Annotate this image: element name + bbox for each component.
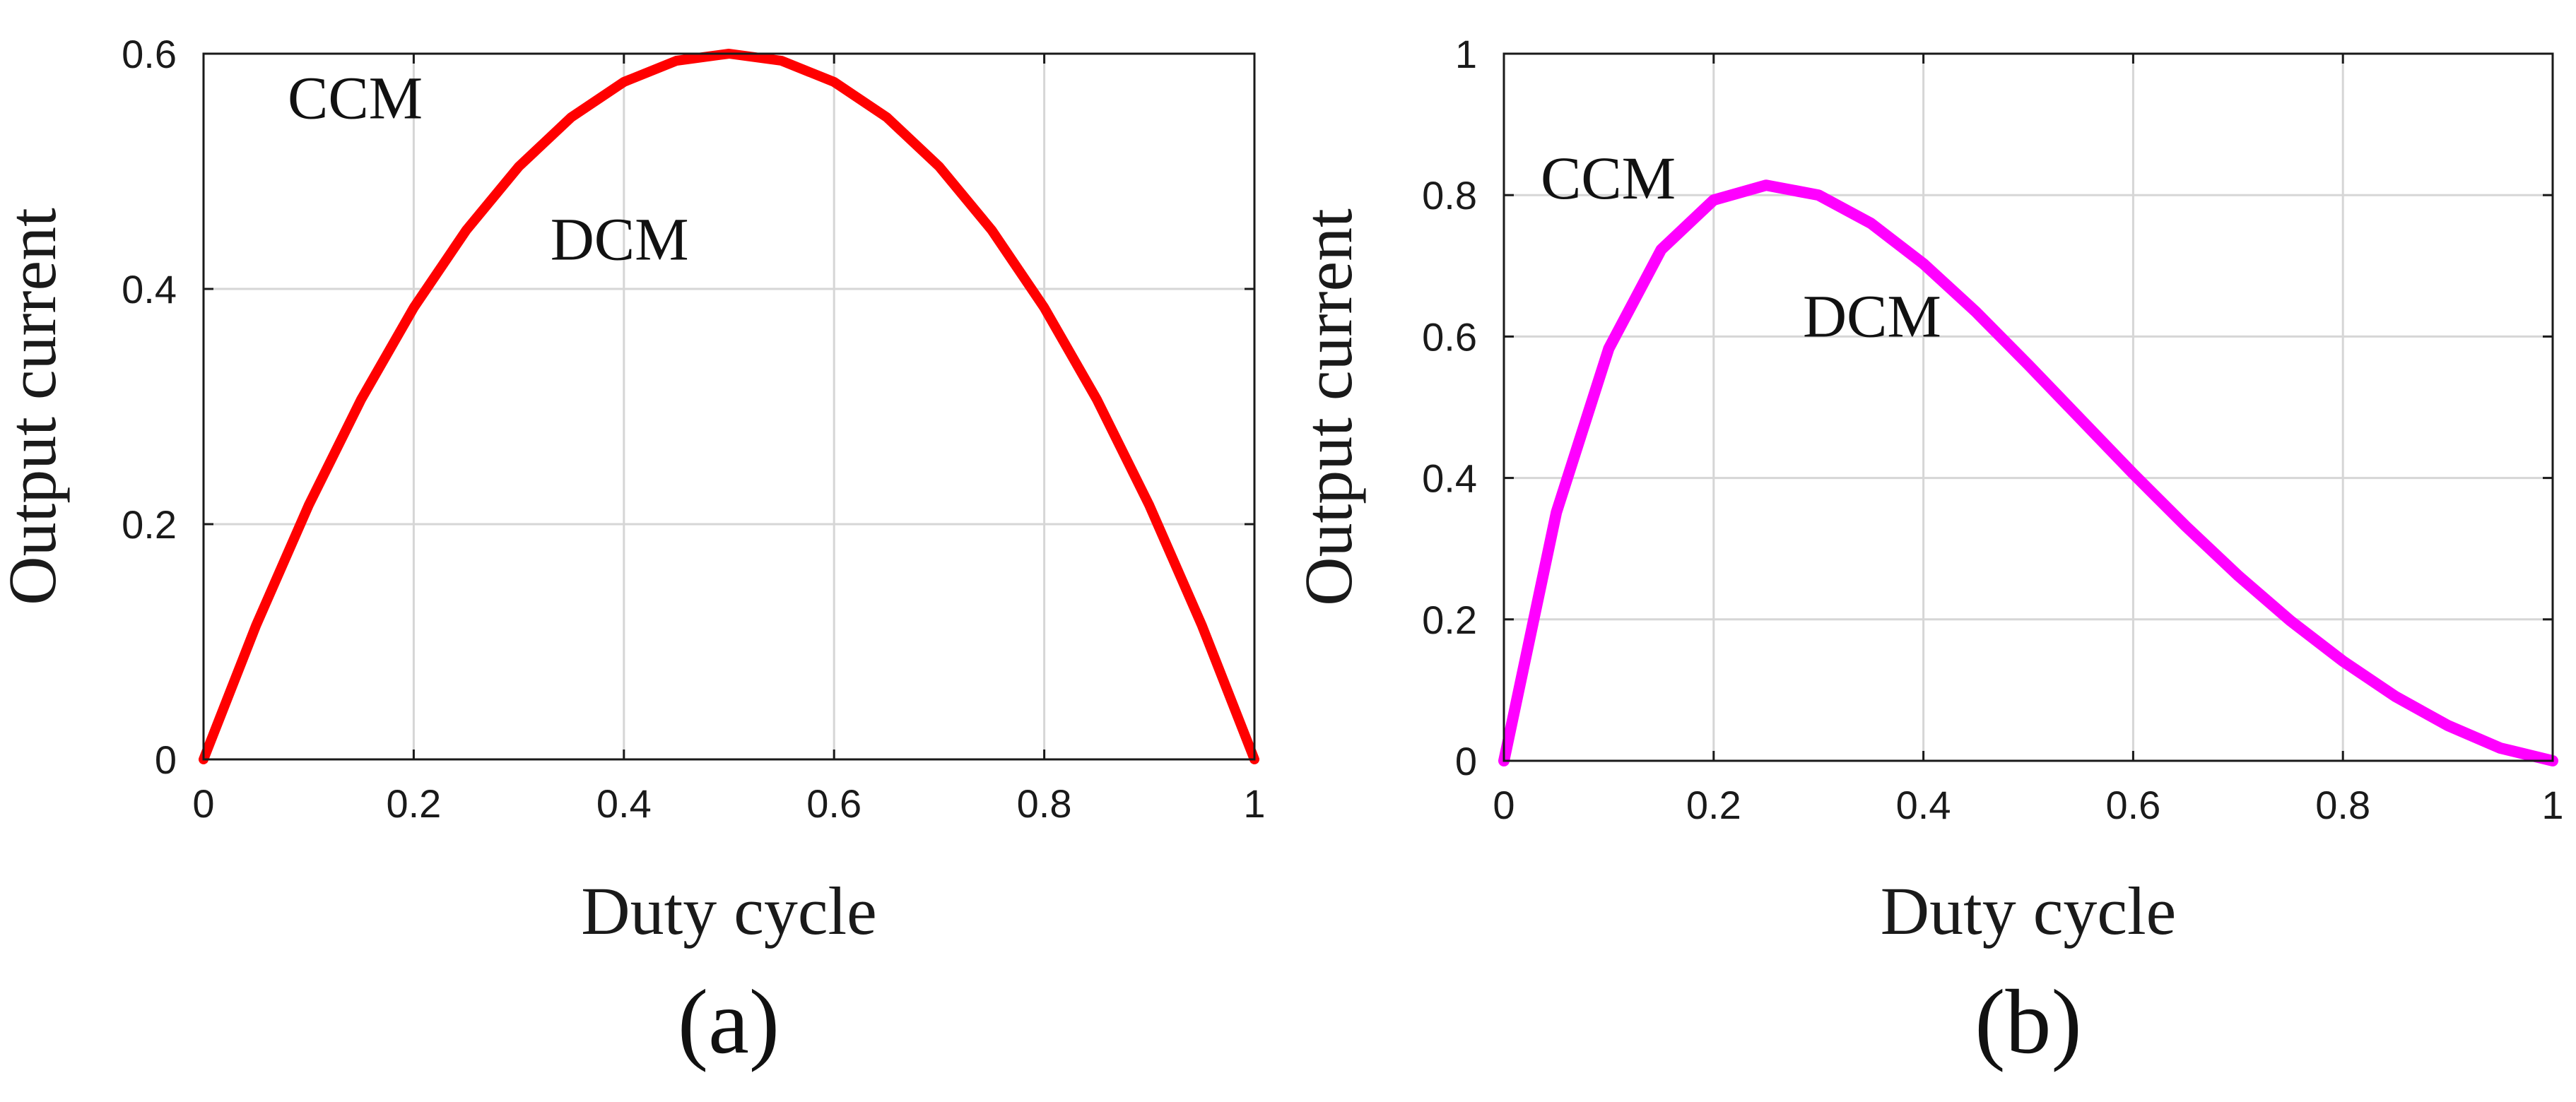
chart0-annotation-ccm: CCM	[288, 64, 423, 132]
chart1-y-tick-label-1: 0.2	[1422, 598, 1477, 642]
chart1-x-tick-label-1: 0.2	[1686, 783, 1741, 827]
chart1-y-tick-label-3: 0.6	[1422, 314, 1477, 359]
chart0-panel-caption: (a)	[678, 971, 780, 1073]
panel-b: 0 0.2 0.4 0.6 0.8 1 0 0.2 0.4 0.6 0.8 1 Duty cycle Ou…	[1290, 32, 2564, 1073]
chart0-y-tick-label-0: 0	[155, 737, 177, 782]
chart1-series-line-0	[1498, 179, 2558, 766]
chart0-y-axis-label: Output current	[0, 208, 70, 605]
chart1-y-tick-label-2: 0.4	[1422, 456, 1477, 501]
chart0-y-tick-label-2: 0.4	[122, 267, 177, 312]
chart1-y-tick-label-5: 1	[1455, 32, 1477, 76]
chart0-series-line-0	[199, 49, 1259, 764]
chart0-annotation-dcm: DCM	[551, 205, 689, 273]
chart0-x-tick-label-4: 0.8	[1017, 781, 1072, 826]
chart1-axes-box	[1502, 52, 2554, 762]
chart1-x-tick-label-5: 1	[2541, 783, 2563, 827]
chart1-y-axis-label: Output current	[1290, 208, 1366, 606]
chart0-x-tick-label-1: 0.2	[386, 781, 441, 826]
chart0-x-tick-label-5: 1	[1243, 781, 1265, 826]
chart1-x-axis-label: Duty cycle	[1881, 873, 2177, 949]
chart0-y-tick-label-1: 0.2	[122, 502, 177, 547]
chart1-panel-caption: (b)	[1975, 971, 2082, 1073]
panel-a: 0 0.2 0.4 0.6 0.8 1 0 0.2 0.4 0.6 Duty cycle Output…	[0, 32, 1266, 1073]
chart1-annotation-ccm: CCM	[1541, 144, 1676, 212]
chart1-x-tick-label-2: 0.4	[1896, 783, 1951, 827]
chart0-x-tick-label-0: 0	[192, 781, 214, 826]
chart1-x-tick-label-3: 0.6	[2105, 783, 2160, 827]
chart0-x-tick-label-2: 0.4	[596, 781, 652, 826]
chart1-y-tick-label-0: 0	[1455, 739, 1477, 783]
chart1-annotation-dcm: DCM	[1803, 282, 1941, 350]
chart0-y-tick-label-3: 0.6	[122, 32, 177, 76]
chart0-x-tick-label-3: 0.6	[806, 781, 861, 826]
chart1-y-tick-label-4: 0.8	[1422, 173, 1477, 218]
chart1-x-tick-label-4: 0.8	[2315, 783, 2370, 827]
chart0-x-axis-label: Duty cycle	[581, 873, 877, 949]
chart0-axes-box	[202, 52, 1256, 761]
chart1-x-tick-label-0: 0	[1493, 783, 1515, 827]
